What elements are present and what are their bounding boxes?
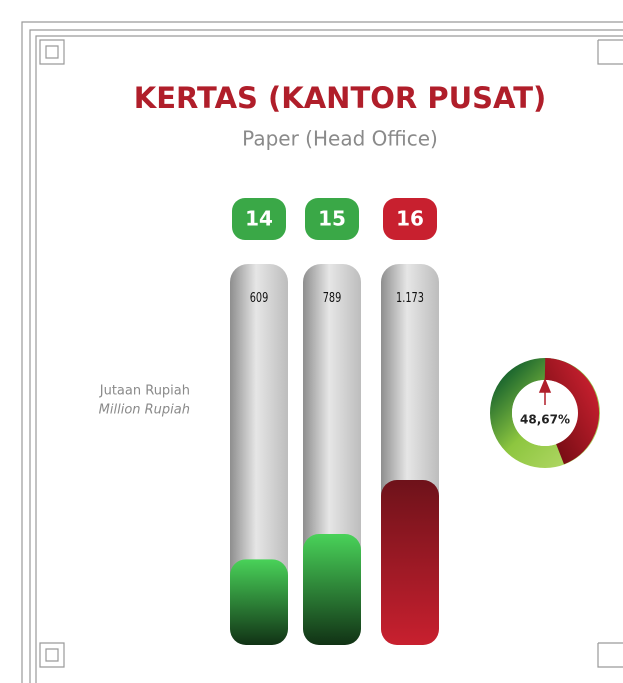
value-label: 609 <box>250 290 269 306</box>
frame <box>21 21 623 683</box>
category-badge <box>383 198 437 240</box>
growth-label: 48,67% <box>520 413 570 427</box>
axis-label: Million Rupiah <box>99 403 190 418</box>
bar <box>230 559 288 645</box>
value-label: 789 <box>323 290 342 306</box>
x-tick-label: 15 <box>318 207 346 231</box>
chart-title: KERTAS (KANTOR PUSAT) <box>134 81 547 115</box>
category-badge <box>232 198 286 240</box>
bar <box>303 534 361 645</box>
x-tick-label: 16 <box>396 207 424 231</box>
value-label: 1.173 <box>396 290 424 306</box>
bar <box>381 480 439 645</box>
category-badge <box>305 198 359 240</box>
axis-label: Jutaan Rupiah <box>99 384 190 399</box>
chart-subtitle: Paper (Head Office) <box>242 127 438 151</box>
x-tick-label: 14 <box>245 207 273 231</box>
growth-ring <box>490 358 600 468</box>
bar-track <box>230 264 288 645</box>
